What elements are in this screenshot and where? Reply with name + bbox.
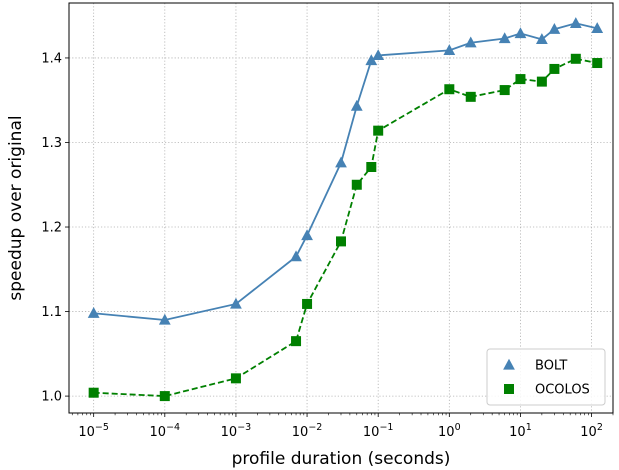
series-bolt [87,17,604,325]
data-point-bolt [290,250,302,262]
data-point-bolt [443,44,456,55]
data-point-ocolos [230,373,241,384]
data-point-ocolos [366,162,377,172]
data-point-bolt [230,297,242,309]
data-point-bolt [87,307,100,318]
data-point-bolt [514,27,527,39]
data-point-ocolos [592,58,603,69]
data-point-ocolos [570,53,581,64]
legend-marker-ocolos [504,384,514,394]
y-tick-label: 1.0 [41,390,62,405]
y-axis-label: speedup over original [6,115,26,300]
legend-box [486,348,606,406]
data-point-ocolos [499,85,510,96]
legend-label-ocolos: OCOLOS [535,383,590,398]
data-point-bolt [464,36,477,48]
data-point-ocolos [444,84,455,95]
x-tick-label: 10−3 [221,422,252,440]
data-point-bolt [350,99,363,111]
y-axis-ticks: 1.0 1.1 1.2 1.3 1.4 [41,51,69,405]
data-point-bolt [498,32,511,44]
data-point-bolt [569,17,582,28]
legend-label-bolt: BOLT [535,359,567,374]
data-point-ocolos [465,91,476,102]
x-tick-label: 101 [509,422,532,440]
data-point-ocolos [336,236,346,247]
y-tick-label: 1.3 [41,136,62,151]
x-tick-label: 10−4 [150,422,181,440]
legend: BOLT OCOLOS [486,348,606,406]
x-tick-label: 10−2 [292,422,323,440]
data-point-ocolos [549,63,560,74]
x-tick-label: 10−5 [78,422,109,440]
data-point-bolt [591,22,604,34]
data-point-bolt [372,49,385,61]
data-point-bolt [535,33,548,45]
series-ocolos [88,53,603,402]
data-point-ocolos [291,336,302,347]
data-point-bolt [301,229,313,241]
legend-marker-bolt [503,358,515,370]
data-point-ocolos [159,391,170,402]
data-point-bolt [548,23,561,34]
data-point-ocolos [351,179,362,190]
data-point-ocolos [515,74,526,85]
x-tick-label: 102 [580,422,603,440]
data-point-ocolos [373,125,384,136]
data-point-ocolos [302,298,313,309]
x-tick-label: 10−1 [363,422,394,440]
y-tick-label: 1.1 [41,305,62,320]
data-point-ocolos [536,76,547,87]
data-point-bolt [335,156,347,168]
data-point-bolt [158,313,171,325]
x-axis-ticks: 10−5 10−4 10−3 10−2 10−1 100 101 102 [71,413,614,440]
data-point-ocolos [88,387,99,398]
x-tick-label: 100 [438,422,461,440]
y-tick-label: 1.2 [41,221,62,236]
y-tick-label: 1.4 [41,51,62,66]
x-axis-label: profile duration (seconds) [232,449,451,469]
series-layer [87,17,604,402]
data-point-bolt [365,54,378,66]
